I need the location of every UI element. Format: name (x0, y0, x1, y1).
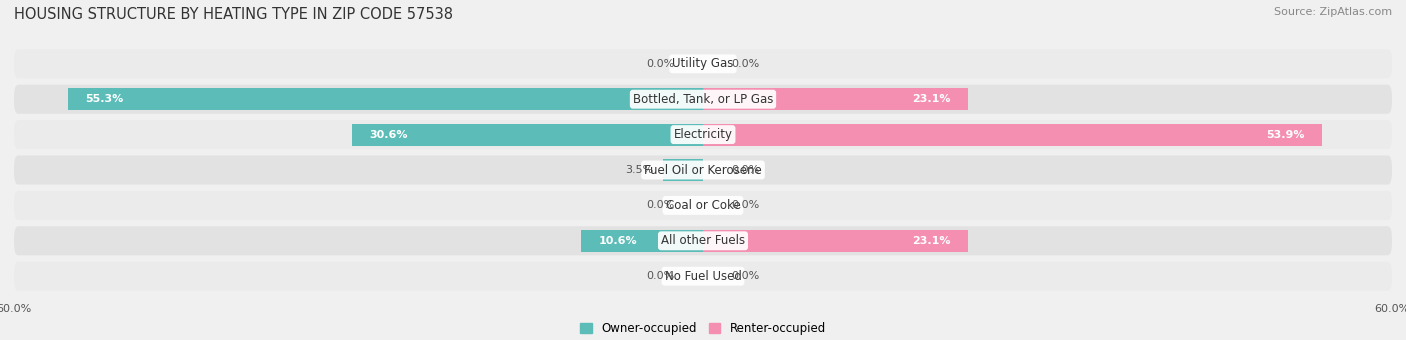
Text: Electricity: Electricity (673, 128, 733, 141)
FancyBboxPatch shape (14, 155, 1392, 185)
Text: 30.6%: 30.6% (368, 130, 408, 140)
Bar (703, 124, 1322, 146)
Text: 23.1%: 23.1% (912, 236, 950, 246)
Bar (67, 88, 703, 110)
FancyBboxPatch shape (14, 120, 1392, 149)
Text: All other Fuels: All other Fuels (661, 234, 745, 247)
Text: 23.1%: 23.1% (912, 94, 950, 104)
FancyBboxPatch shape (14, 226, 1392, 255)
Bar (352, 124, 703, 146)
Bar (662, 159, 703, 181)
Text: 55.3%: 55.3% (86, 94, 124, 104)
Text: Source: ZipAtlas.com: Source: ZipAtlas.com (1274, 7, 1392, 17)
FancyBboxPatch shape (14, 262, 1392, 291)
Text: 0.0%: 0.0% (731, 271, 761, 281)
Text: HOUSING STRUCTURE BY HEATING TYPE IN ZIP CODE 57538: HOUSING STRUCTURE BY HEATING TYPE IN ZIP… (14, 7, 453, 22)
Text: 0.0%: 0.0% (645, 59, 675, 69)
Text: 3.5%: 3.5% (626, 165, 654, 175)
FancyBboxPatch shape (14, 85, 1392, 114)
Text: Fuel Oil or Kerosene: Fuel Oil or Kerosene (644, 164, 762, 176)
Bar (581, 230, 703, 252)
Bar (703, 230, 969, 252)
Text: 10.6%: 10.6% (599, 236, 637, 246)
Text: 0.0%: 0.0% (645, 271, 675, 281)
Text: 53.9%: 53.9% (1267, 130, 1305, 140)
Text: 0.0%: 0.0% (731, 59, 761, 69)
Legend: Owner-occupied, Renter-occupied: Owner-occupied, Renter-occupied (575, 317, 831, 340)
Bar (703, 88, 969, 110)
Text: 0.0%: 0.0% (645, 200, 675, 210)
Text: 0.0%: 0.0% (731, 200, 761, 210)
Text: 0.0%: 0.0% (731, 165, 761, 175)
Text: Coal or Coke: Coal or Coke (665, 199, 741, 212)
Text: Bottled, Tank, or LP Gas: Bottled, Tank, or LP Gas (633, 93, 773, 106)
Text: Utility Gas: Utility Gas (672, 57, 734, 70)
FancyBboxPatch shape (14, 191, 1392, 220)
Text: No Fuel Used: No Fuel Used (665, 270, 741, 283)
FancyBboxPatch shape (14, 49, 1392, 78)
